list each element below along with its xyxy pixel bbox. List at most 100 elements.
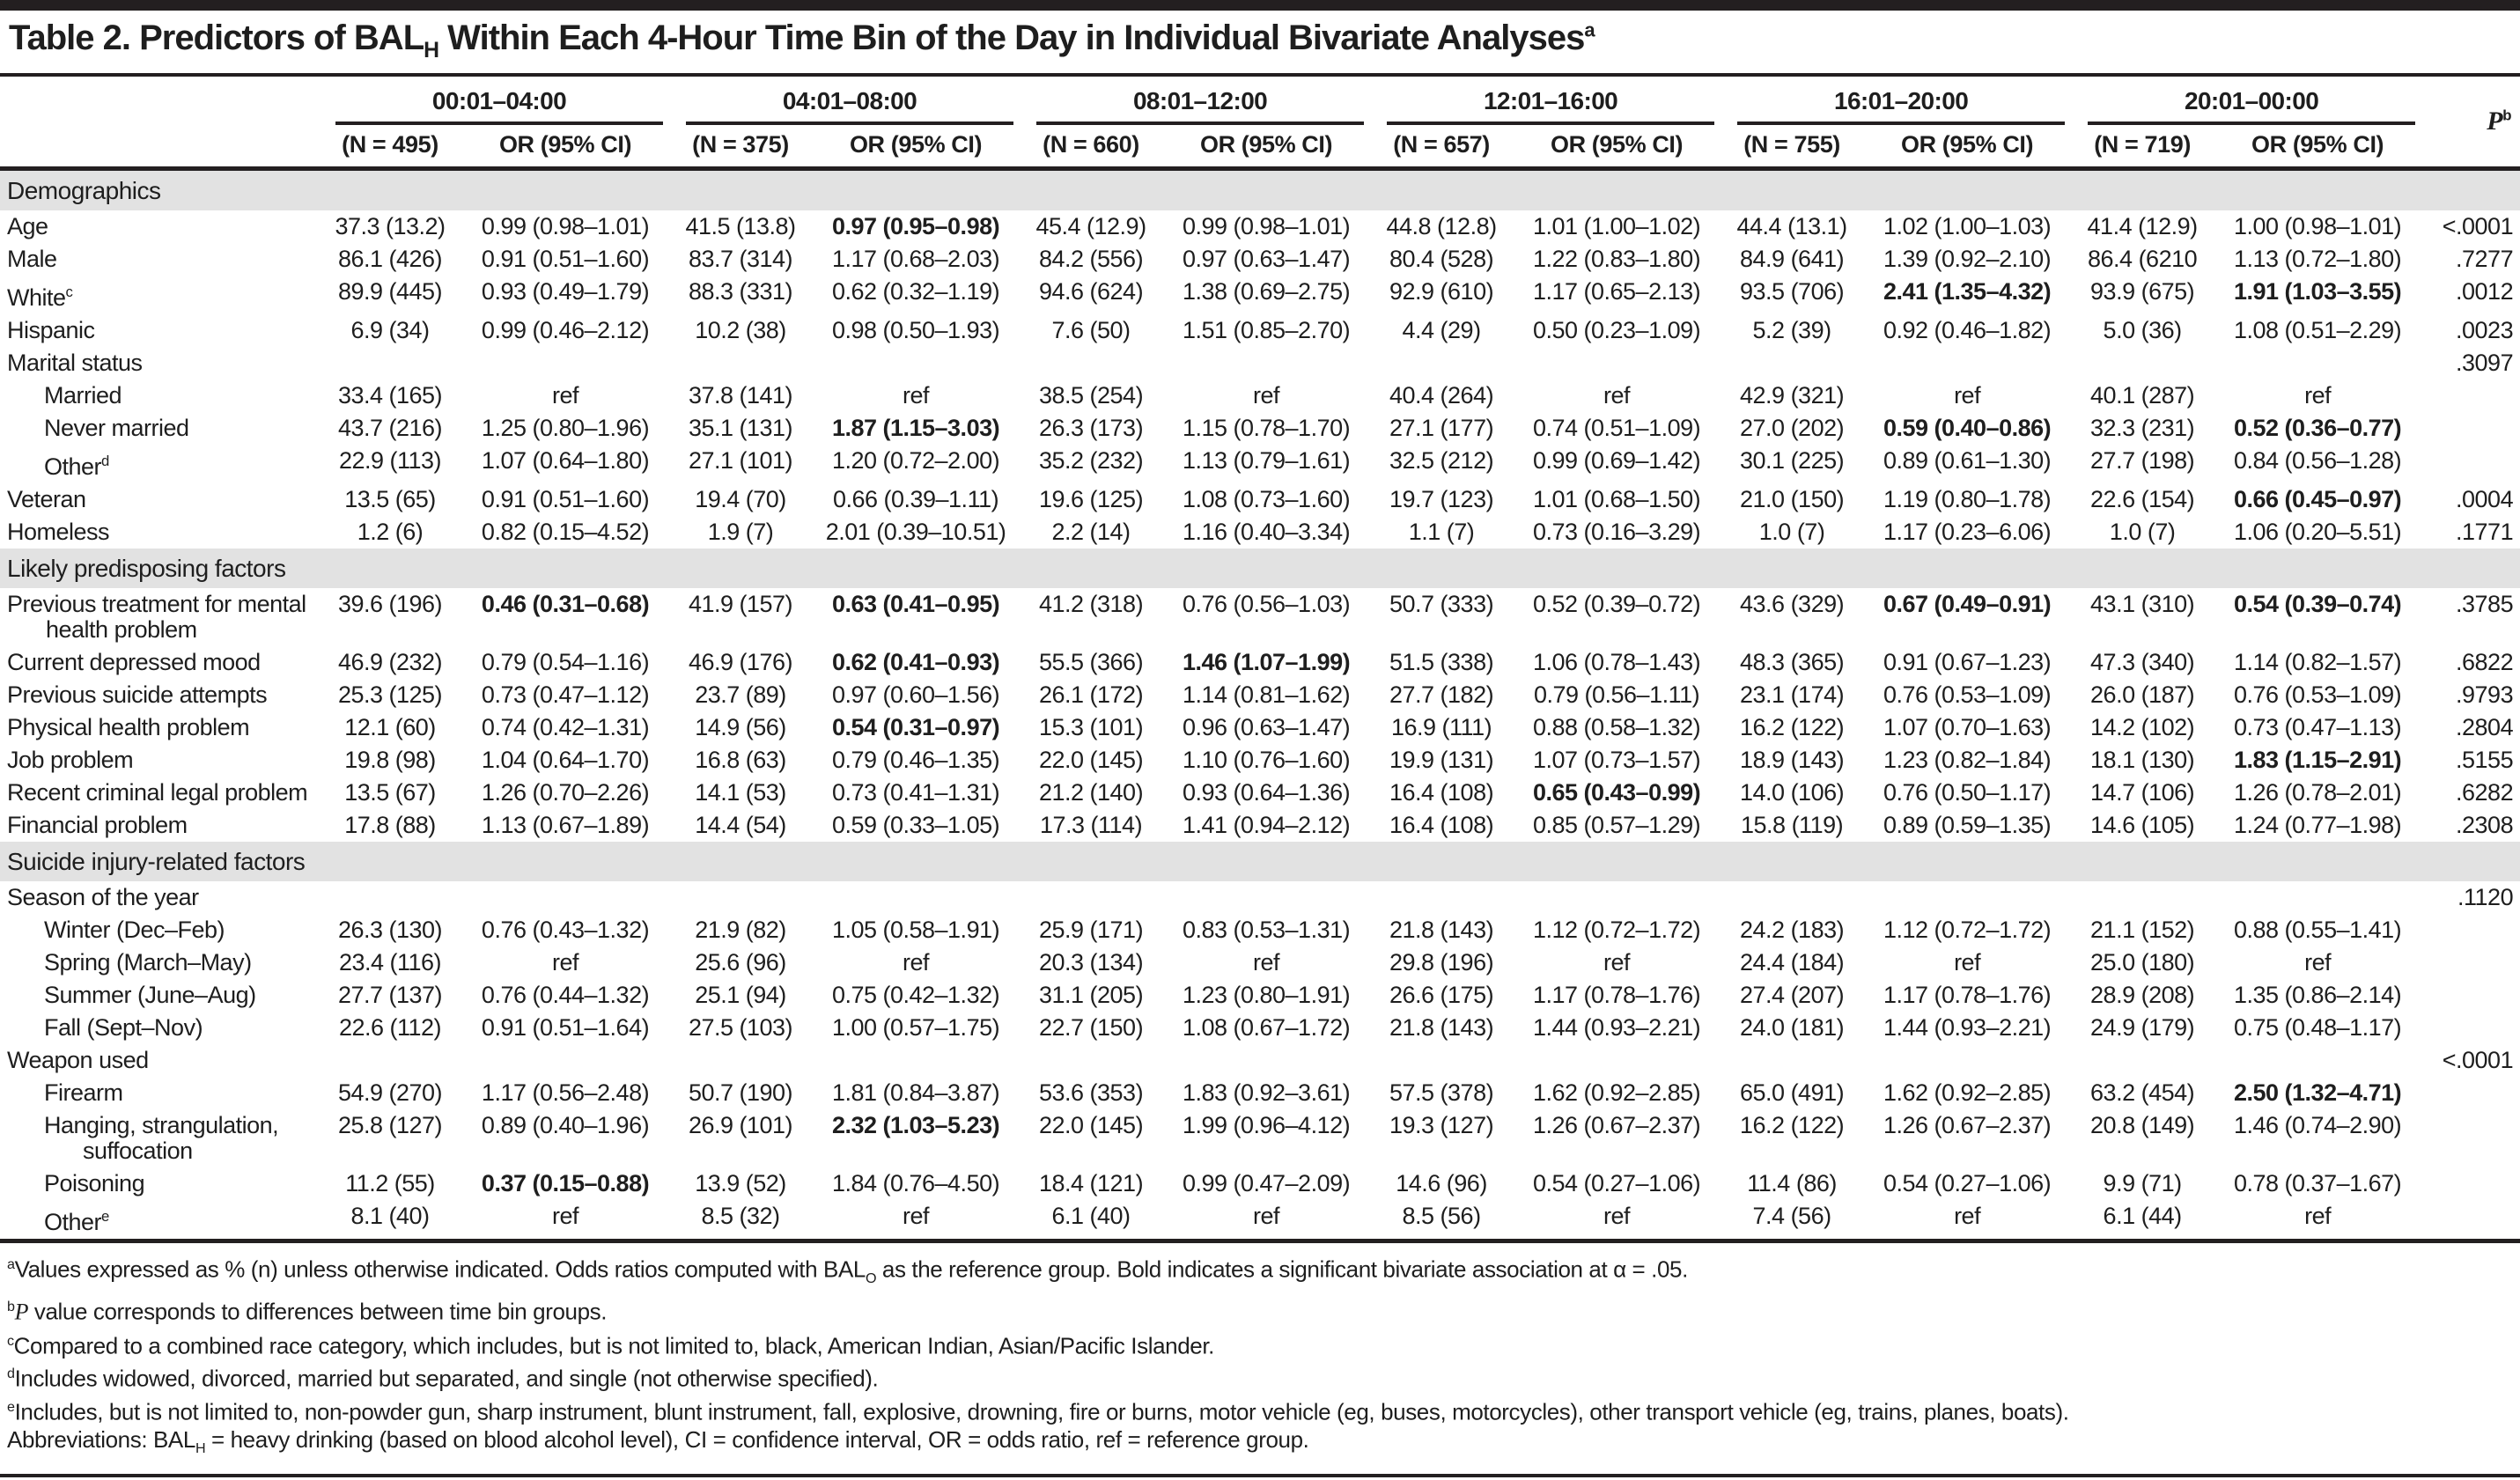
or-cell: 0.54 (0.31–0.97) xyxy=(831,714,1000,740)
n-cell: 22.0 (145) xyxy=(1038,747,1144,773)
n-cell: 20.3 (134) xyxy=(1038,949,1144,976)
or-cell: 1.44 (0.93–2.21) xyxy=(1883,1014,2052,1041)
or-cell: 0.73 (0.16–3.29) xyxy=(1532,519,1701,545)
or-cell: 0.91 (0.67–1.23) xyxy=(1883,649,2052,675)
or-cell: 1.06 (0.78–1.43) xyxy=(1532,649,1701,675)
row-label: Marital status xyxy=(7,350,143,376)
or-cell: 0.63 (0.41–0.95) xyxy=(831,591,1000,617)
p-cell: .2804 xyxy=(2456,714,2514,740)
n-cell: 46.9 (176) xyxy=(688,649,793,675)
or-cell: 1.99 (0.96–4.12) xyxy=(1182,1112,1351,1138)
time-bin-range: 16:01–20:00 xyxy=(1737,77,2066,125)
or-cell: ref xyxy=(1507,1200,1727,1243)
or-header-3: OR (95% CI) xyxy=(1507,125,1727,171)
or-cell: 2.50 (1.32–4.71) xyxy=(2234,1079,2402,1106)
or-cell: 1.07 (0.73–1.57) xyxy=(1532,747,1701,773)
n-cell: 26.0 (187) xyxy=(2090,681,2195,708)
n-cell: 25.8 (127) xyxy=(337,1112,443,1138)
row-label: Weapon used xyxy=(7,1047,149,1073)
or-cell: 0.89 (0.59–1.35) xyxy=(1883,812,2052,838)
n-cell: 32.3 (231) xyxy=(2090,415,2195,441)
row-label: Poisoning xyxy=(44,1170,145,1197)
n-cell: 33.4 (165) xyxy=(337,382,443,409)
n-cell: 37.3 (13.2) xyxy=(335,213,446,239)
n-cell: 43.1 (310) xyxy=(2090,591,2195,617)
or-cell: 1.17 (0.78–1.76) xyxy=(1532,982,1701,1008)
or-cell: 1.13 (0.72–1.80) xyxy=(2234,246,2402,272)
p-cell: .1771 xyxy=(2456,519,2514,545)
or-cell: 2.01 (0.39–10.51) xyxy=(825,519,1006,545)
time-bin-range: 00:01–04:00 xyxy=(335,77,664,125)
or-cell: 1.91 (1.03–3.55) xyxy=(2234,278,2402,305)
n-cell: 22.7 (150) xyxy=(1038,1014,1144,1041)
table-row: Hanging, strangulation, suffocation 25.8 … xyxy=(0,1109,2520,1167)
n-cell: 15.3 (101) xyxy=(1038,714,1144,740)
n-cell: 88.3 (331) xyxy=(688,278,793,305)
p-cell: .9793 xyxy=(2456,681,2514,708)
or-cell: 0.99 (0.98–1.01) xyxy=(481,213,650,239)
section-row: Suicide injury-related factors xyxy=(0,842,2520,881)
n-cell: 25.1 (94) xyxy=(695,982,786,1008)
or-cell: 1.10 (0.76–1.60) xyxy=(1182,747,1351,773)
n-cell: 27.7 (198) xyxy=(2090,447,2195,474)
or-cell xyxy=(456,1044,674,1077)
footnote-c: cCompared to a combined race category, w… xyxy=(7,1332,1214,1359)
or-cell: 1.08 (0.73–1.60) xyxy=(1182,486,1351,512)
or-cell: 1.17 (0.23–6.06) xyxy=(1883,519,2052,545)
or-cell: 1.13 (0.79–1.61) xyxy=(1182,447,1351,474)
or-cell xyxy=(1507,1044,1726,1077)
n-cell: 40.4 (264) xyxy=(1389,382,1494,409)
or-cell: 1.25 (0.80–1.96) xyxy=(481,415,650,441)
n-cell: 50.7 (190) xyxy=(688,1079,793,1106)
or-cell: 1.84 (0.76–4.50) xyxy=(831,1170,1000,1197)
p-cell xyxy=(2427,445,2520,483)
or-cell: 1.00 (0.57–1.75) xyxy=(831,1014,1000,1041)
or-cell: 1.44 (0.93–2.21) xyxy=(1532,1014,1701,1041)
n-cell: 8.5 (32) xyxy=(674,1200,807,1243)
n-cell: 38.5 (254) xyxy=(1038,382,1144,409)
corner-cell xyxy=(0,77,324,171)
or-cell xyxy=(1858,881,2076,914)
or-cell: 0.89 (0.61–1.30) xyxy=(1883,447,2052,474)
n-cell: 11.4 (86) xyxy=(1747,1170,1837,1197)
n-cell: 19.3 (127) xyxy=(1389,1112,1494,1138)
table-row: Financial problem 17.8 (88) 1.13 (0.67–1.8… xyxy=(0,809,2520,842)
n-cell: 23.4 (116) xyxy=(338,949,442,976)
or-cell: 1.35 (0.86–2.14) xyxy=(2234,982,2402,1008)
n-cell: 92.9 (610) xyxy=(1389,278,1494,305)
n-cell: 42.9 (321) xyxy=(1740,382,1845,409)
or-cell: 1.23 (0.82–1.84) xyxy=(1883,747,2052,773)
time-bin-header-5: 20:01–00:00 xyxy=(2076,77,2427,125)
time-bin-range: 04:01–08:00 xyxy=(686,77,1014,125)
section-label: Likely predisposing factors xyxy=(0,549,2520,588)
or-cell: 0.76 (0.53–1.09) xyxy=(1883,681,2052,708)
n-cell: 1.0 (7) xyxy=(2109,519,2176,545)
row-label: Hispanic xyxy=(7,317,95,343)
or-cell: 0.67 (0.49–0.91) xyxy=(1883,591,2052,617)
or-cell: 0.74 (0.42–1.31) xyxy=(481,714,650,740)
n-cell xyxy=(324,1044,456,1077)
n-cell: 1.9 (7) xyxy=(707,519,774,545)
or-cell: 2.41 (1.35–4.32) xyxy=(1883,278,2052,305)
n-cell: 6.1 (44) xyxy=(2076,1200,2209,1243)
row-label: Hanging, strangulation, suffocation xyxy=(44,1112,279,1164)
table-row: Current depressed mood 46.9 (232) 0.79 (0.… xyxy=(0,646,2520,679)
or-cell: 0.76 (0.44–1.32) xyxy=(481,982,650,1008)
or-cell: 0.73 (0.47–1.12) xyxy=(481,681,650,708)
n-cell: 84.9 (641) xyxy=(1740,246,1845,272)
n-cell: 53.6 (353) xyxy=(1038,1079,1144,1106)
or-cell: 0.88 (0.55–1.41) xyxy=(2234,917,2402,943)
footnote-b: bP value corresponds to differences betw… xyxy=(7,1298,608,1325)
or-cell: 0.97 (0.60–1.56) xyxy=(831,681,1000,708)
or-cell: 1.14 (0.82–1.57) xyxy=(2234,649,2402,675)
abbreviations: Abbreviations: BALH = heavy drinking (ba… xyxy=(7,1426,1309,1457)
row-label: Previous treatment for mental health pro… xyxy=(7,591,306,643)
row-label: Homeless xyxy=(7,519,110,545)
n-cell: 27.7 (137) xyxy=(337,982,443,1008)
n-cell xyxy=(2076,1044,2208,1077)
n-cell: 41.4 (12.9) xyxy=(2087,213,2199,239)
or-cell xyxy=(1858,1044,2076,1077)
or-cell: 1.38 (0.69–2.75) xyxy=(1182,278,1351,305)
n-cell: 19.8 (98) xyxy=(344,747,436,773)
